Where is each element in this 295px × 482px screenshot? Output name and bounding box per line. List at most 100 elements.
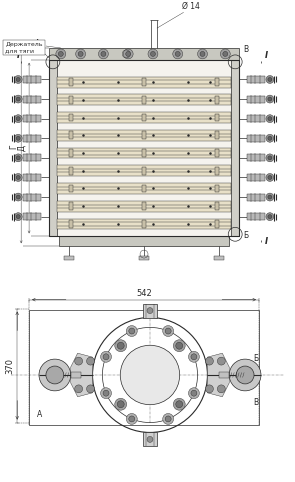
Circle shape [206,357,213,365]
Bar [49,60,239,236]
Bar [142,96,146,104]
Bar [57,94,231,105]
Bar [29,309,259,425]
Bar [69,220,73,228]
Circle shape [173,49,183,59]
Circle shape [147,308,153,314]
Bar [23,213,41,220]
Circle shape [165,416,171,422]
Circle shape [175,52,180,56]
Bar [23,154,41,161]
Circle shape [129,328,135,334]
Circle shape [266,193,274,201]
Circle shape [115,398,127,410]
Circle shape [163,414,174,424]
Text: A: A [37,410,42,418]
Circle shape [189,388,199,399]
Circle shape [173,340,185,352]
Circle shape [173,398,185,410]
Circle shape [58,52,63,56]
Bar [142,149,146,157]
Circle shape [76,49,86,59]
Circle shape [229,359,261,391]
Circle shape [14,193,22,201]
Bar [143,304,157,318]
Circle shape [150,52,155,56]
Bar [139,256,149,260]
Circle shape [126,52,131,56]
Bar [49,48,239,60]
Bar [142,202,146,210]
Bar [23,174,41,181]
Bar [247,135,265,142]
Circle shape [14,154,22,162]
Bar [215,220,219,228]
Circle shape [268,136,272,140]
Circle shape [39,359,71,391]
Circle shape [117,401,124,408]
Polygon shape [207,353,229,397]
Circle shape [268,78,272,81]
Bar [215,185,219,192]
Circle shape [176,342,183,349]
Bar [69,132,73,139]
Bar [142,220,146,228]
Circle shape [266,95,274,103]
Bar [64,256,74,260]
Circle shape [46,366,64,384]
Bar [142,167,146,174]
Circle shape [14,134,22,142]
Bar [49,60,57,236]
Circle shape [266,174,274,181]
Bar [247,115,265,122]
Text: Держатель
для тяги: Держатель для тяги [5,42,43,53]
Circle shape [16,156,20,160]
Bar [142,185,146,192]
Circle shape [86,385,94,393]
Circle shape [217,385,225,393]
Circle shape [220,49,230,59]
Bar [69,96,73,104]
Bar [57,201,231,212]
Circle shape [14,115,22,122]
Bar [57,77,231,88]
Circle shape [189,351,199,362]
Circle shape [206,385,213,393]
Circle shape [14,213,22,221]
Text: 370: 370 [5,358,14,374]
Circle shape [191,354,197,360]
Bar [215,149,219,157]
Circle shape [117,342,124,349]
Circle shape [115,340,127,352]
Bar [247,194,265,201]
Circle shape [165,328,171,334]
Bar [215,96,219,104]
Circle shape [268,195,272,199]
Circle shape [126,414,137,424]
Circle shape [86,357,94,365]
Circle shape [147,436,153,442]
Circle shape [56,49,66,59]
Circle shape [14,76,22,83]
Bar [247,174,265,181]
Bar [69,78,73,86]
Text: Д: Д [17,145,26,151]
Circle shape [236,366,254,384]
Text: A: A [35,39,40,48]
Bar [23,135,41,142]
Text: Б: Б [243,231,248,240]
Text: 542: 542 [136,289,152,298]
Bar [57,218,231,229]
Text: I: I [17,51,20,60]
Circle shape [126,325,137,336]
Text: Ø 14: Ø 14 [182,1,199,10]
Bar [59,236,229,246]
Circle shape [200,52,205,56]
Bar [57,130,231,141]
Circle shape [129,416,135,422]
Circle shape [266,115,274,122]
Circle shape [78,52,83,56]
Text: I: I [265,237,268,246]
Circle shape [268,214,272,219]
Circle shape [123,49,133,59]
